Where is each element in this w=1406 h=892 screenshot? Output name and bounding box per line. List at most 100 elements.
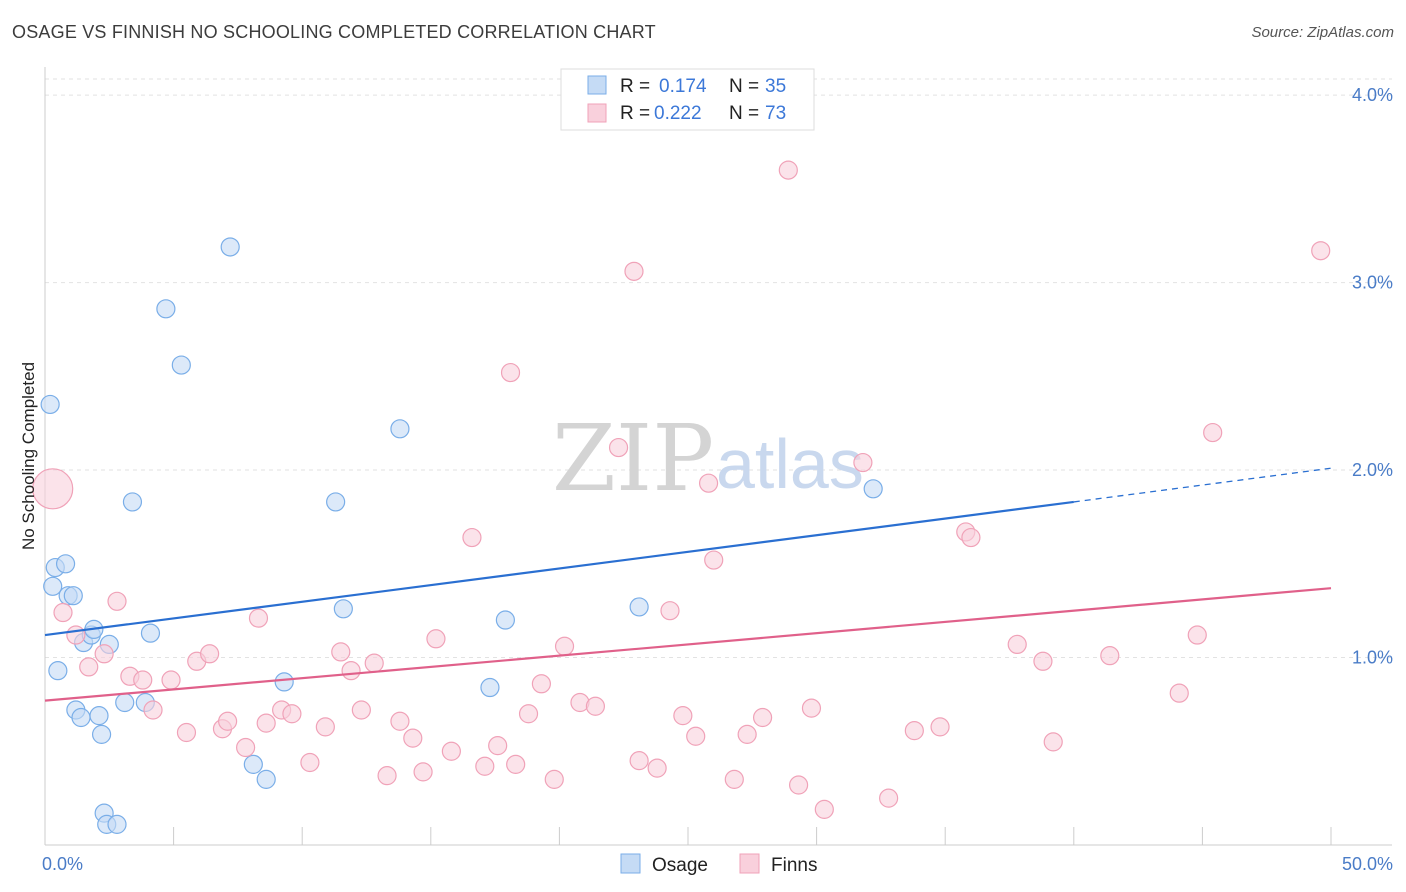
point-finns [331, 642, 351, 662]
point-osage [256, 769, 276, 789]
point-osage [71, 707, 91, 728]
point-finns [778, 160, 798, 180]
point-finns [79, 657, 99, 677]
point-finns [256, 713, 276, 733]
point-finns [585, 696, 606, 716]
source-label: Source: ZipAtlas.com [1251, 24, 1394, 41]
point-finns [133, 670, 153, 690]
point-finns [351, 700, 371, 720]
data-points [32, 160, 1331, 834]
point-finns [647, 758, 667, 778]
point-finns [788, 775, 809, 795]
point-osage [390, 419, 410, 439]
point-finns [554, 636, 575, 656]
trend-line-osage [44, 500, 1074, 637]
point-finns [904, 721, 924, 741]
point-osage [40, 394, 60, 415]
legend-swatch-osage [587, 75, 607, 95]
point-finns [673, 706, 693, 726]
point-finns [107, 591, 127, 611]
legend-r-value-finns: 0.222 [654, 103, 702, 124]
point-finns [66, 625, 86, 645]
point-osage [495, 610, 515, 630]
point-finns [500, 362, 521, 383]
point-osage [243, 754, 263, 774]
legend-n-value-finns: 73 [765, 103, 786, 124]
point-finns [801, 698, 822, 718]
y-tick-labels: 1.0% 2.0% 3.0% 4.0% [1352, 85, 1393, 667]
point-osage [89, 706, 109, 726]
point-finns [930, 717, 950, 737]
point-finns [364, 653, 384, 673]
chart-title: OSAGE VS FINNISH NO SCHOOLING COMPLETED … [12, 22, 656, 42]
watermark: ZIP atlas [552, 405, 864, 512]
point-osage [63, 586, 83, 606]
point-finns [752, 707, 773, 728]
trend-lines [44, 467, 1332, 702]
x-tick-labels: 0.0% 50.0% [42, 854, 1393, 874]
legend-r-label-osage: R = [620, 76, 650, 97]
point-finns [1169, 683, 1189, 703]
point-finns [53, 602, 73, 623]
point-finns [176, 722, 197, 743]
point-finns [282, 704, 302, 724]
point-finns [814, 799, 834, 819]
point-osage [863, 479, 883, 499]
point-finns [853, 452, 873, 473]
watermark-zip: ZIP [552, 405, 714, 512]
point-finns [413, 762, 433, 782]
legend-n-value-osage: 35 [765, 76, 786, 97]
point-finns [300, 752, 320, 773]
point-osage [122, 492, 143, 512]
legend-swatch-finns [587, 103, 607, 123]
point-osage [220, 237, 240, 257]
point-finns [403, 728, 423, 748]
point-finns [377, 766, 397, 786]
point-osage [326, 492, 346, 512]
point-finns [441, 741, 461, 761]
trend-line-finns [44, 587, 1332, 702]
point-finns [698, 473, 719, 493]
point-finns [426, 629, 446, 649]
point-finns [1043, 732, 1063, 752]
point-finns [686, 726, 706, 746]
x-tick-label: 50.0% [1342, 854, 1393, 874]
point-finns [161, 670, 181, 690]
point-finns [879, 788, 899, 808]
point-osage [43, 576, 63, 596]
point-osage [115, 692, 135, 713]
point-finns [518, 704, 539, 724]
x-tick-label: 0.0% [42, 854, 83, 874]
bottom-legend-label-osage: Osage [652, 855, 708, 876]
point-finns [315, 717, 335, 737]
point-finns [236, 737, 256, 758]
point-finns [544, 769, 564, 789]
bottom-legend: Osage Finns [620, 853, 817, 876]
y-tick-label: 1.0% [1352, 648, 1393, 668]
point-osage [171, 355, 191, 375]
point-finns [143, 700, 163, 720]
point-finns [608, 437, 629, 458]
point-finns [724, 769, 744, 789]
point-osage [107, 814, 127, 834]
point-osage [48, 661, 68, 681]
legend: R = 0.174 N = 35 R = 0.222 N = 73 [560, 68, 815, 131]
legend-r-value-osage: 0.174 [659, 76, 707, 97]
point-finns [961, 527, 981, 548]
point-finns [488, 736, 508, 756]
point-finns [531, 674, 551, 694]
point-finns [737, 724, 757, 744]
point-osage [140, 623, 161, 643]
point-finns [32, 468, 74, 510]
y-tick-label: 2.0% [1352, 460, 1393, 480]
point-finns [218, 711, 238, 731]
point-osage [480, 677, 500, 698]
point-finns [704, 550, 724, 570]
y-tick-label: 3.0% [1352, 273, 1393, 293]
y-tick-label: 4.0% [1352, 85, 1393, 105]
point-osage [156, 299, 176, 319]
point-osage [91, 724, 112, 744]
legend-r-label-finns: R = [620, 103, 650, 124]
point-finns [1007, 634, 1027, 655]
